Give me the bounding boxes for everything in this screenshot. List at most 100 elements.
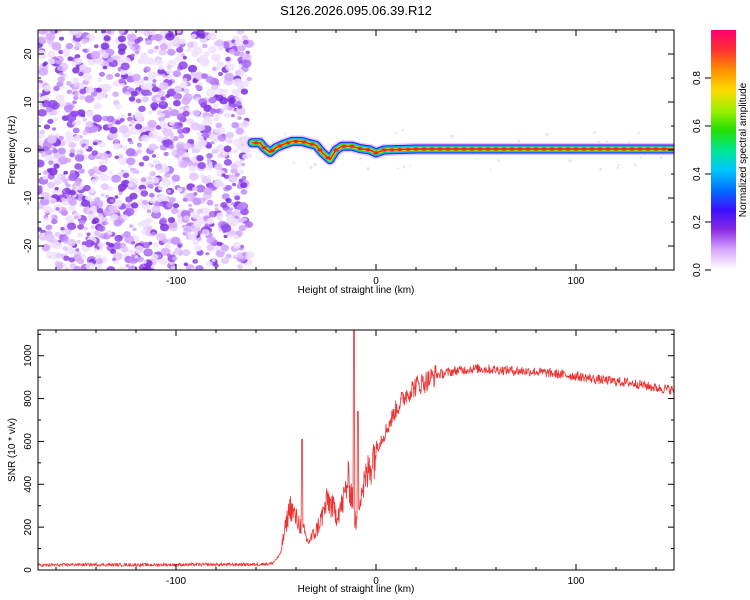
noise-speck (211, 108, 216, 112)
noise-speck (41, 243, 51, 252)
noise-speck (75, 32, 82, 39)
noise-speck (143, 66, 151, 73)
noise-speck (140, 177, 147, 183)
noise-speck (182, 77, 188, 82)
signal-hot-spot (325, 156, 331, 160)
noise-speck (122, 132, 130, 139)
noise-speck (366, 167, 370, 171)
noise-speck (599, 168, 602, 171)
noise-speck (118, 192, 123, 196)
noise-speck (117, 183, 127, 191)
noise-speck (225, 184, 233, 191)
noise-speck (309, 165, 313, 169)
noise-speck (233, 242, 242, 249)
signal-hot-spot (341, 144, 347, 148)
noise-speck (55, 94, 65, 102)
noise-speck (232, 78, 243, 87)
noise-speck (66, 81, 72, 86)
noise-speck (166, 189, 171, 194)
noise-speck (176, 214, 181, 218)
noise-speck (74, 153, 85, 162)
noise-speck (202, 43, 208, 49)
noise-speck (206, 175, 212, 180)
noise-speck (228, 97, 236, 104)
snr-y-tick-label: 200 (23, 518, 34, 535)
noise-speck (110, 199, 114, 203)
noise-speck (401, 129, 404, 132)
noise-speck (145, 39, 153, 46)
spectrogram-x-axis-title: Height of straight line (km) (298, 285, 415, 296)
noise-speck (145, 85, 151, 91)
noise-speck (173, 251, 179, 256)
noise-speck (166, 88, 177, 97)
noise-speck (223, 159, 232, 166)
noise-speck (112, 143, 121, 150)
noise-speck (120, 82, 126, 88)
noise-speck (176, 187, 183, 193)
noise-speck (64, 182, 69, 186)
noise-speck (127, 165, 132, 169)
noise-speck (205, 261, 213, 267)
signal-hot-spot (661, 147, 667, 151)
noise-speck (72, 135, 81, 142)
signal-hot-spot (333, 148, 339, 152)
noise-speck (47, 135, 57, 144)
noise-speck (143, 248, 153, 257)
noise-speck (187, 64, 198, 73)
noise-speck (213, 179, 224, 188)
noise-speck (128, 224, 134, 229)
spec-x-tick-label: -100 (166, 276, 186, 287)
noise-speck (62, 263, 67, 267)
noise-speck (85, 121, 94, 128)
noise-speck (114, 155, 119, 159)
noise-speck (108, 205, 119, 214)
noise-speck (83, 184, 91, 192)
signal-hot-spot (501, 147, 507, 151)
signal-hot-spot (421, 147, 427, 151)
noise-speck (65, 267, 70, 270)
noise-speck (150, 265, 155, 269)
noise-speck (223, 234, 228, 239)
noise-speck (164, 172, 171, 178)
noise-speck (214, 114, 220, 120)
noise-speck (159, 43, 168, 50)
signal-hot-spot (477, 147, 483, 151)
noise-speck (77, 258, 85, 265)
noise-speck (47, 119, 54, 124)
noise-speck (489, 168, 492, 171)
signal-hot-spot (453, 147, 459, 151)
noise-speck (75, 120, 82, 126)
noise-speck (148, 192, 155, 198)
signal-hot-spot (613, 147, 619, 151)
noise-speck (157, 258, 163, 264)
noise-speck (131, 73, 141, 82)
noise-speck (222, 151, 228, 156)
colorbar-tick-label: 0.8 (692, 71, 703, 85)
noise-speck (47, 50, 56, 58)
signal-hot-spot (565, 147, 571, 151)
signal-hot-spot (589, 147, 595, 151)
signal-hot-spot (445, 147, 451, 151)
noise-speck (117, 48, 126, 55)
noise-speck (229, 48, 236, 55)
noise-speck (221, 257, 230, 265)
noise-speck (152, 79, 157, 83)
noise-speck (62, 235, 69, 241)
noise-speck (65, 131, 73, 137)
noise-speck (45, 32, 56, 41)
noise-speck (79, 88, 87, 95)
signal-hot-spot (645, 147, 651, 151)
colorbar-tick-label: 0.4 (692, 167, 703, 181)
noise-speck (84, 95, 95, 104)
noise-speck (51, 42, 62, 51)
noise-speck (80, 199, 91, 207)
noise-speck (198, 33, 206, 39)
noise-speck (66, 89, 73, 95)
noise-speck (58, 147, 66, 154)
signal-hot-spot (485, 147, 491, 151)
noise-speck (284, 132, 287, 135)
snr-y-tick-label: 600 (23, 433, 34, 450)
noise-speck (135, 98, 142, 104)
noise-speck (177, 160, 188, 169)
